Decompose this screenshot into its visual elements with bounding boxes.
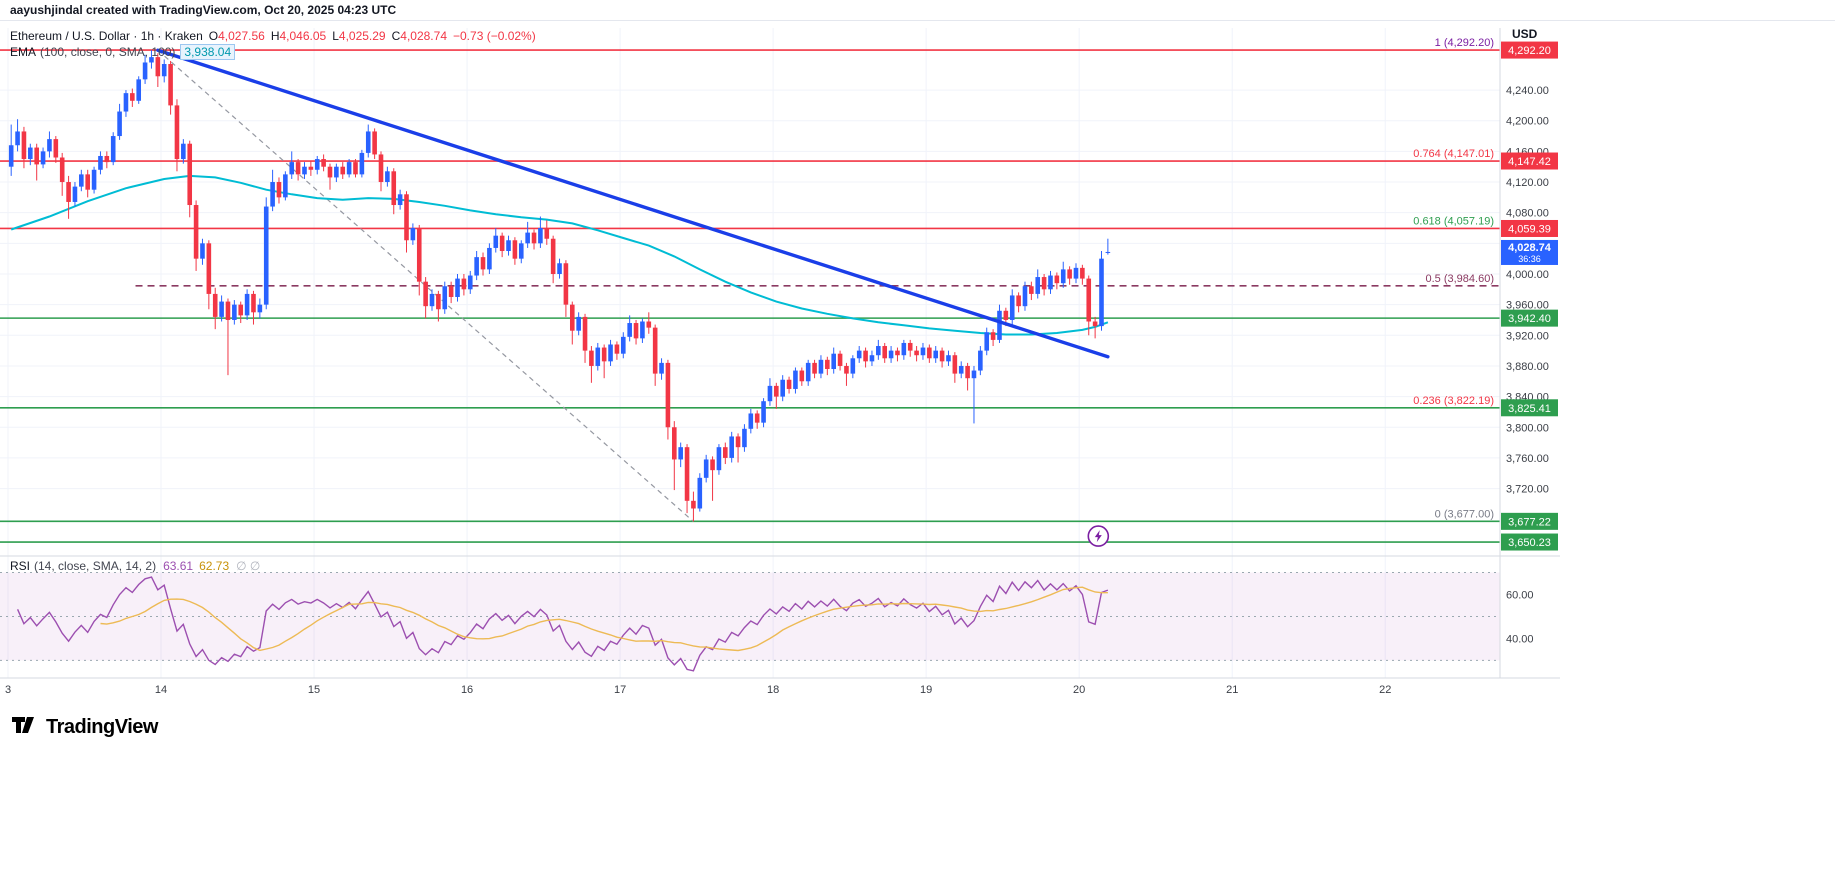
fib-level-label: 0.764 (4,147.01) — [1413, 148, 1494, 160]
close-label: C — [391, 29, 401, 43]
rsi-name: RSI — [10, 559, 31, 573]
time-axis-label: 20 — [1073, 684, 1085, 696]
tradingview-logo-icon[interactable] — [10, 711, 38, 744]
price-tick-label: 3,920.00 — [1506, 330, 1549, 342]
price-tick-label: 3,760.00 — [1506, 453, 1549, 465]
ema-params: (100, close, 0, SMA, 100) — [40, 45, 176, 59]
price-level-badge-label: 3,942.40 — [1508, 313, 1551, 325]
ema-line[interactable] — [10, 174, 1109, 336]
rsi-ma-value: 62.73 — [199, 559, 230, 573]
price-tick-label: 3,960.00 — [1506, 300, 1549, 312]
price-axis-badges: 4,292.20 4,147.42 4,059.39 3,942.40 3,825.41… — [1501, 41, 1558, 551]
time-axis-label: 3 — [5, 684, 11, 696]
fib-level-label: 0 (3,677.00) — [1435, 508, 1494, 520]
fib-level-label: 0.236 (3,822.19) — [1413, 395, 1494, 407]
price-tick-label: 4,240.00 — [1506, 85, 1549, 97]
price-level-badge-label: 3,677.22 — [1508, 516, 1551, 528]
close-value: 4,028.74 — [400, 29, 447, 43]
price-level-badge — [1501, 533, 1558, 551]
chart-canvas[interactable]: 4,240.004,200.004,160.004,120.004,080.00… — [0, 0, 1560, 710]
rsi-series — [16, 576, 1109, 672]
price-tick-label: 4,120.00 — [1506, 177, 1549, 189]
time-axis-label: 19 — [920, 684, 932, 696]
fib-level-label: 0.618 (4,057.19) — [1413, 215, 1494, 227]
ema-value: 3,938.04 — [180, 44, 236, 60]
symbol-title: Ethereum / U.S. Dollar · 1h · Kraken — [10, 29, 203, 43]
tradingview-wordmark[interactable]: TradingView — [46, 716, 158, 738]
low-value: 4,025.29 — [338, 29, 386, 43]
price-level-badge-label: 3,825.41 — [1508, 403, 1551, 415]
symbol-legend[interactable]: Ethereum / U.S. Dollar · 1h · Kraken O4,0… — [10, 29, 536, 43]
time-axis-label: 15 — [308, 684, 320, 696]
lightning-marker-icon[interactable] — [1087, 525, 1110, 547]
price-level-badge — [1501, 41, 1558, 59]
price-tick-label: 3,720.00 — [1506, 484, 1549, 496]
rsi-hidden-values: ∅ ∅ — [236, 559, 261, 573]
rsi-tick-label: 60.00 — [1506, 589, 1534, 601]
rsi-band — [0, 571, 1500, 661]
open-value: 4,027.56 — [218, 29, 265, 43]
ema-name: EMA — [10, 45, 37, 59]
horizontal-levels — [0, 49, 1500, 543]
fib-level-label: 0.5 (3,984.60) — [1426, 273, 1495, 285]
time-axis-label: 18 — [767, 684, 779, 696]
price-tick-label: 4,200.00 — [1506, 116, 1549, 128]
price-level-badge-label: 4,292.20 — [1508, 45, 1551, 57]
fib-level-label: 1 (4,292.20) — [1435, 37, 1494, 49]
current-price-badge — [1501, 239, 1558, 265]
time-axis-label: 17 — [614, 684, 626, 696]
time-axis-label: 16 — [461, 684, 473, 696]
price-level-badge-label: 4,147.42 — [1508, 156, 1551, 168]
attribution-text: aayushjindal created with TradingView.co… — [10, 3, 397, 17]
high-value: 4,046.05 — [279, 29, 327, 43]
high-label: H — [270, 29, 280, 43]
price-tick-label: 3,800.00 — [1506, 422, 1549, 434]
price-tick-label: 3,880.00 — [1506, 361, 1549, 373]
time-axis-label: 22 — [1379, 684, 1391, 696]
price-tick-label: 4,080.00 — [1506, 208, 1549, 220]
footer-branding: TradingView — [10, 711, 158, 744]
price-level-badge-label: 4,059.39 — [1508, 223, 1551, 235]
currency-label[interactable]: USD — [1512, 27, 1538, 41]
rsi-ma-line — [100, 586, 1108, 652]
price-tick-label: 4,000.00 — [1506, 269, 1549, 281]
current-price-label: 4,028.74 — [1508, 242, 1552, 254]
rsi-tick-label: 40.00 — [1506, 633, 1534, 645]
time-axis-label: 14 — [155, 684, 167, 696]
rsi-line — [16, 576, 1109, 672]
price-level-badge — [1501, 309, 1558, 327]
ema-legend[interactable]: EMA (100, close, 0, SMA, 100) 3,938.04 — [10, 44, 236, 60]
bar-countdown: 36:36 — [1518, 254, 1541, 264]
price-level-badge — [1501, 219, 1558, 237]
price-level-badge — [1501, 152, 1558, 170]
fib-baseline[interactable] — [157, 49, 694, 522]
price-level-badge — [1501, 399, 1558, 417]
change-value: −0.73 (−0.02%) — [453, 29, 536, 43]
attribution-bar: aayushjindal created with TradingView.co… — [0, 0, 1835, 21]
time-axis-label: 21 — [1226, 684, 1238, 696]
open-label: O — [208, 29, 219, 43]
rsi-params: (14, close, SMA, 14, 2) — [34, 559, 157, 573]
rsi-legend[interactable]: RSI (14, close, SMA, 14, 2) 63.61 62.73 ∅ ∅ — [10, 559, 260, 573]
low-label: L — [332, 29, 339, 43]
price-level-badge — [1501, 512, 1558, 530]
grid-lines — [0, 28, 1500, 678]
candlestick-series — [8, 50, 1111, 522]
rsi-value: 63.61 — [163, 559, 194, 573]
trendline[interactable] — [156, 48, 1110, 359]
price-level-badge-label: 3,650.23 — [1508, 537, 1551, 549]
